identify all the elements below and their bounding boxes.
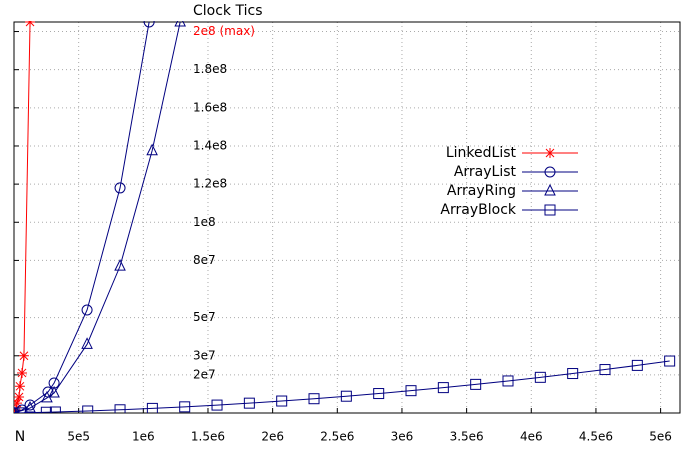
point bbox=[534, 371, 546, 383]
series-line bbox=[14, 21, 181, 413]
point bbox=[14, 391, 25, 402]
point bbox=[179, 401, 191, 413]
series-line bbox=[14, 21, 150, 413]
legend-label: ArrayList bbox=[454, 164, 517, 180]
x-tick-label: 1e6 bbox=[132, 430, 155, 444]
point bbox=[276, 395, 288, 407]
point bbox=[664, 355, 676, 367]
point bbox=[308, 393, 320, 405]
y-tick-label: 1.4e8 bbox=[193, 138, 227, 152]
x-tick-label: 3.5e6 bbox=[450, 430, 484, 444]
point bbox=[174, 21, 186, 27]
y-tick-label: 2e7 bbox=[193, 367, 216, 381]
point bbox=[16, 404, 28, 413]
series-line bbox=[14, 360, 670, 413]
point bbox=[48, 385, 60, 398]
x-tick-label: 3e6 bbox=[391, 430, 414, 444]
point bbox=[631, 359, 643, 371]
point bbox=[14, 405, 18, 413]
x-tick-label: 4.5e6 bbox=[579, 430, 613, 444]
x-tick-label: 2.5e6 bbox=[320, 430, 354, 444]
y-tick-label: 8e7 bbox=[193, 253, 216, 267]
y-tick-label: 1.6e8 bbox=[193, 100, 227, 114]
point bbox=[544, 166, 556, 178]
point bbox=[544, 183, 556, 196]
point bbox=[211, 399, 223, 411]
point bbox=[114, 182, 126, 194]
point bbox=[146, 402, 158, 413]
x-tick-label: 4e6 bbox=[520, 430, 543, 444]
point bbox=[81, 304, 93, 316]
legend-label: LinkedList bbox=[446, 145, 517, 161]
point bbox=[14, 398, 22, 409]
point bbox=[502, 375, 514, 387]
point bbox=[49, 406, 61, 413]
point bbox=[373, 388, 385, 400]
point bbox=[114, 259, 126, 271]
point bbox=[544, 204, 556, 216]
point bbox=[405, 385, 417, 397]
y-tick-label: 1.2e8 bbox=[193, 177, 227, 191]
x-tick-label: N bbox=[15, 429, 25, 445]
y-tick-label: 1.8e8 bbox=[193, 62, 227, 76]
point bbox=[18, 350, 29, 361]
point bbox=[17, 367, 28, 378]
point bbox=[143, 21, 155, 28]
point bbox=[470, 378, 482, 390]
y-tick-label: 3e7 bbox=[193, 348, 216, 362]
y-tick-label: 2e8 (max) bbox=[193, 24, 255, 38]
legend-label: ArrayRing bbox=[447, 183, 516, 199]
point bbox=[14, 381, 25, 392]
point bbox=[567, 368, 579, 380]
point bbox=[146, 143, 158, 156]
point bbox=[243, 397, 255, 409]
x-tick-label: 2e6 bbox=[261, 430, 284, 444]
y-tick-label: 5e7 bbox=[193, 310, 216, 324]
point bbox=[599, 364, 611, 376]
x-tick-label: 5e5 bbox=[67, 430, 90, 444]
x-tick-label: 1.5e6 bbox=[191, 430, 225, 444]
point bbox=[437, 382, 449, 394]
point bbox=[114, 404, 126, 413]
chart-title: Clock Tics bbox=[193, 3, 263, 19]
point bbox=[24, 400, 36, 413]
point bbox=[40, 406, 52, 413]
plot-layer bbox=[14, 21, 676, 413]
x-tick-label: 5e6 bbox=[649, 430, 672, 444]
point bbox=[81, 337, 93, 349]
y-tick-label: 1e8 bbox=[193, 215, 216, 229]
point bbox=[25, 21, 36, 27]
point bbox=[14, 407, 26, 413]
point bbox=[82, 405, 94, 413]
legend-label: ArrayBlock bbox=[440, 202, 516, 218]
plot-frame bbox=[13, 21, 681, 414]
point bbox=[545, 148, 555, 158]
point bbox=[340, 390, 352, 402]
